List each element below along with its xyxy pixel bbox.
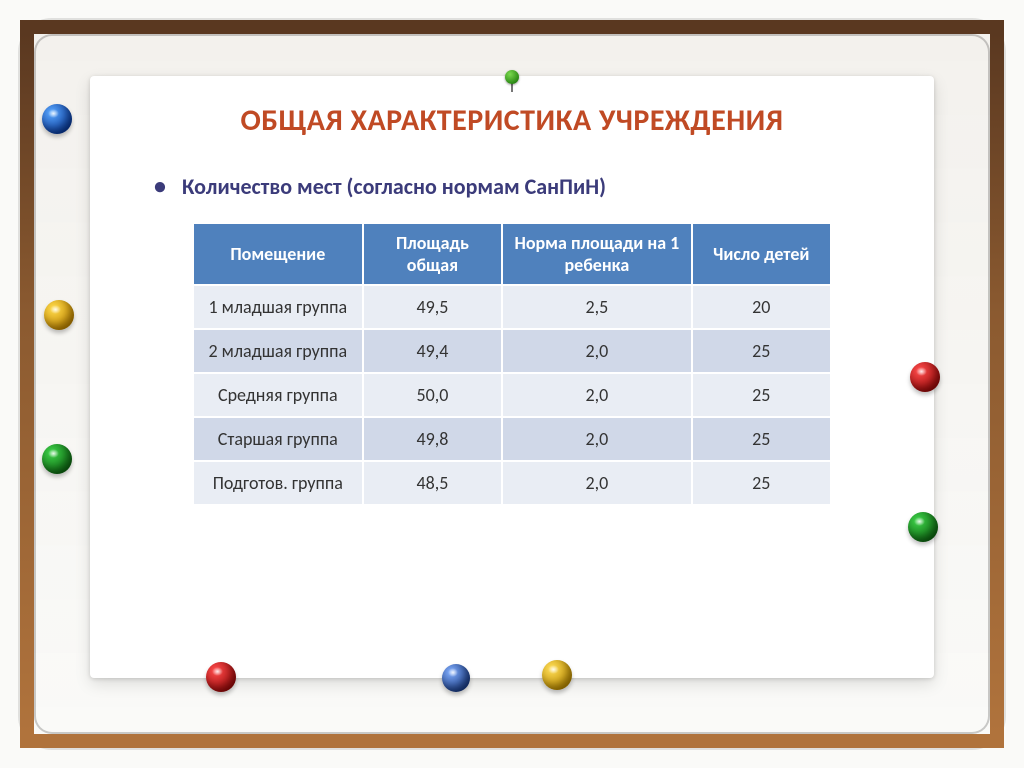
pushpin-icon <box>500 70 524 94</box>
table-cell: 49,8 <box>363 417 503 461</box>
table-body: 1 младшая группа49,52,5202 младшая групп… <box>193 285 831 505</box>
corkboard-frame: ОБЩАЯ ХАРАКТЕРИСТИКА УЧРЕЖДЕНИЯ Количест… <box>20 20 1004 748</box>
frame-inner: ОБЩАЯ ХАРАКТЕРИСТИКА УЧРЕЖДЕНИЯ Количест… <box>40 40 984 728</box>
table-cell: Подготов. группа <box>193 461 363 505</box>
table-container: ПомещениеПлощадь общаяНорма площади на 1… <box>90 222 934 506</box>
table-cell: 2,0 <box>502 417 691 461</box>
table-cell: 48,5 <box>363 461 503 505</box>
table-cell: 2,0 <box>502 329 691 373</box>
table-cell: 20 <box>692 285 831 329</box>
capacity-table: ПомещениеПлощадь общаяНорма площади на 1… <box>192 222 832 506</box>
table-cell: 2,0 <box>502 461 691 505</box>
decor-ball-icon <box>542 660 572 690</box>
table-col-3: Число детей <box>692 223 831 285</box>
table-cell: 25 <box>692 329 831 373</box>
table-col-2: Норма площади на 1 ребенка <box>502 223 691 285</box>
table-col-0: Помещение <box>193 223 363 285</box>
decor-ball-icon <box>42 444 72 474</box>
table-cell: Средняя группа <box>193 373 363 417</box>
decor-ball-icon <box>910 362 940 392</box>
table-cell: 2,5 <box>502 285 691 329</box>
decor-ball-icon <box>44 300 74 330</box>
table-cell: 49,5 <box>363 285 503 329</box>
table-cell: 49,4 <box>363 329 503 373</box>
table-col-1: Площадь общая <box>363 223 503 285</box>
table-row: Старшая группа49,82,025 <box>193 417 831 461</box>
table-cell: 2 младшая группа <box>193 329 363 373</box>
table-cell: 1 младшая группа <box>193 285 363 329</box>
table-cell: 25 <box>692 417 831 461</box>
table-cell: 50,0 <box>363 373 503 417</box>
table-cell: Старшая группа <box>193 417 363 461</box>
table-row: 2 младшая группа49,42,025 <box>193 329 831 373</box>
table-row: Подготов. группа48,52,025 <box>193 461 831 505</box>
table-cell: 2,0 <box>502 373 691 417</box>
table-row: Средняя группа50,02,025 <box>193 373 831 417</box>
decor-ball-icon <box>206 662 236 692</box>
table-row: 1 младшая группа49,52,520 <box>193 285 831 329</box>
decor-ball-icon <box>42 104 72 134</box>
subtitle: Количество мест (согласно нормам СанПиН) <box>90 139 934 222</box>
table-cell: 25 <box>692 461 831 505</box>
table-header-row: ПомещениеПлощадь общаяНорма площади на 1… <box>193 223 831 285</box>
content-card: ОБЩАЯ ХАРАКТЕРИСТИКА УЧРЕЖДЕНИЯ Количест… <box>90 76 934 678</box>
decor-ball-icon <box>442 664 470 692</box>
decor-ball-icon <box>908 512 938 542</box>
table-cell: 25 <box>692 373 831 417</box>
